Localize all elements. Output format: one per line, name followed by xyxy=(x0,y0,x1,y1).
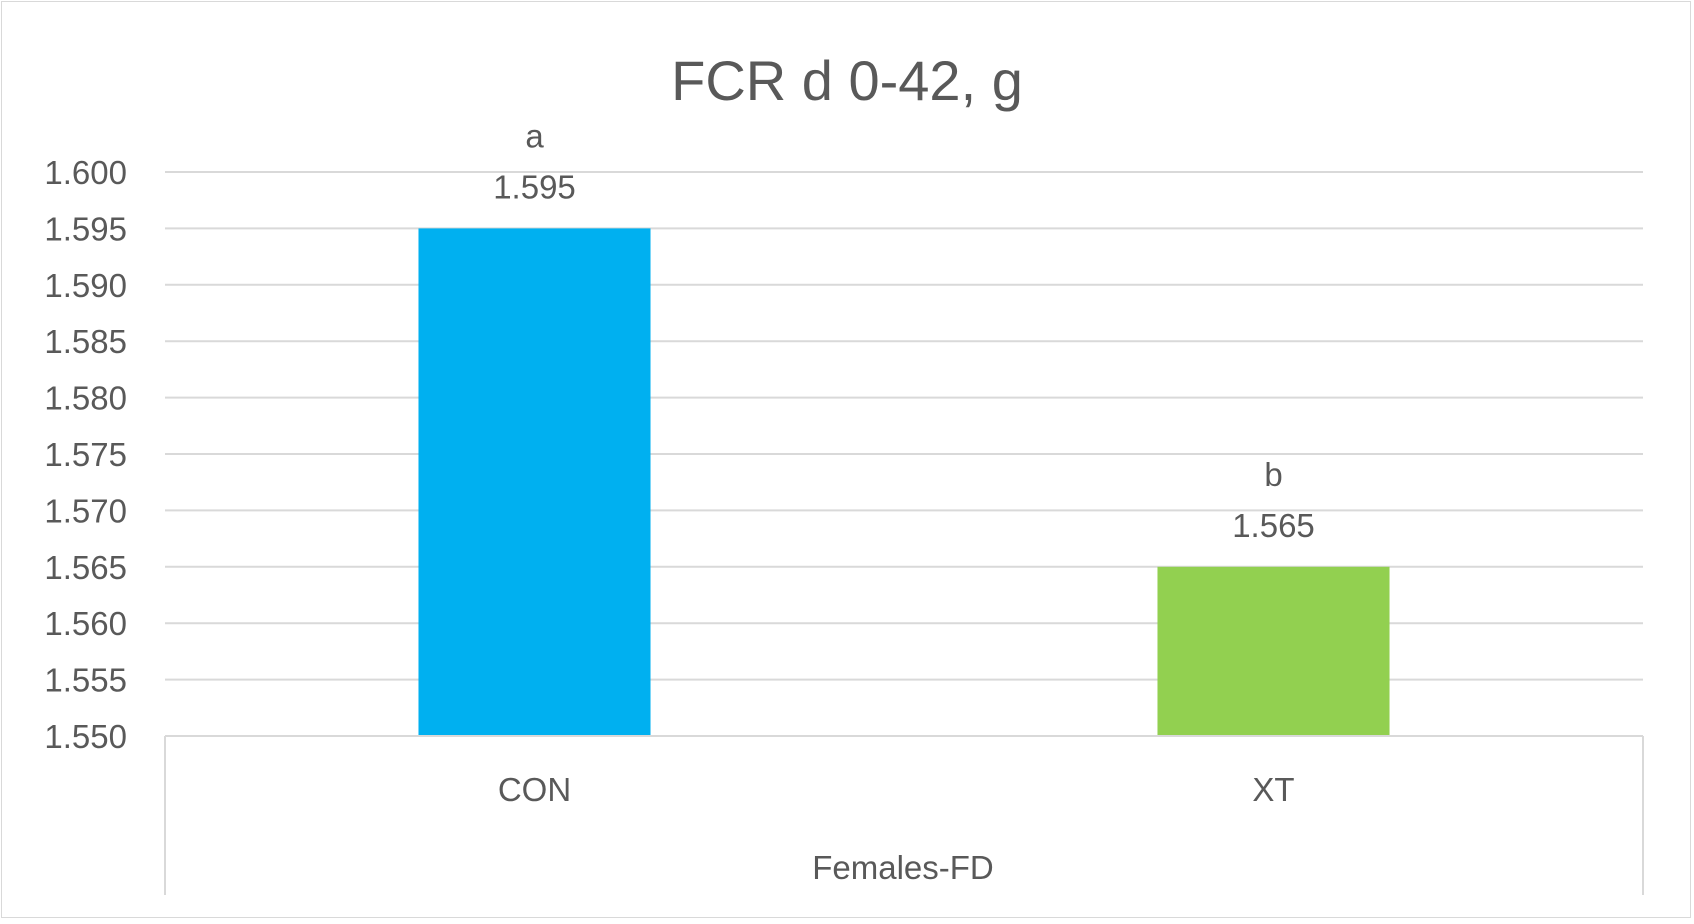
y-tick-label: 1.575 xyxy=(44,436,127,473)
x-category-label: CON xyxy=(498,771,571,808)
y-tick-label: 1.565 xyxy=(44,549,127,586)
y-tick-label: 1.580 xyxy=(44,380,127,417)
x-axis: CON XT xyxy=(164,735,1644,895)
data-labels: a 1.595 b 1.565 xyxy=(493,117,1315,543)
gridlines xyxy=(165,171,1643,737)
bar-con xyxy=(418,228,651,736)
significance-letter: a xyxy=(525,117,544,154)
y-tick-label: 1.595 xyxy=(44,210,127,247)
y-tick-label: 1.555 xyxy=(44,662,127,699)
value-label: 1.595 xyxy=(493,168,576,205)
bars xyxy=(418,228,1390,736)
value-label: 1.565 xyxy=(1232,507,1315,544)
y-axis-ticks: 1.550 1.555 1.560 1.565 1.570 1.575 1.580 1.585… xyxy=(44,154,127,755)
chart-title: FCR d 0-42, g xyxy=(671,49,1023,112)
y-tick-label: 1.590 xyxy=(44,267,127,304)
y-tick-label: 1.585 xyxy=(44,323,127,360)
x-category-label: XT xyxy=(1252,771,1294,808)
x-axis-group-label: Females-FD xyxy=(812,849,994,886)
bar-xt xyxy=(1157,566,1390,736)
y-tick-label: 1.550 xyxy=(44,718,127,755)
y-tick-label: 1.560 xyxy=(44,605,127,642)
y-tick-label: 1.570 xyxy=(44,492,127,529)
significance-letter: b xyxy=(1264,456,1282,493)
y-tick-label: 1.600 xyxy=(44,154,127,191)
